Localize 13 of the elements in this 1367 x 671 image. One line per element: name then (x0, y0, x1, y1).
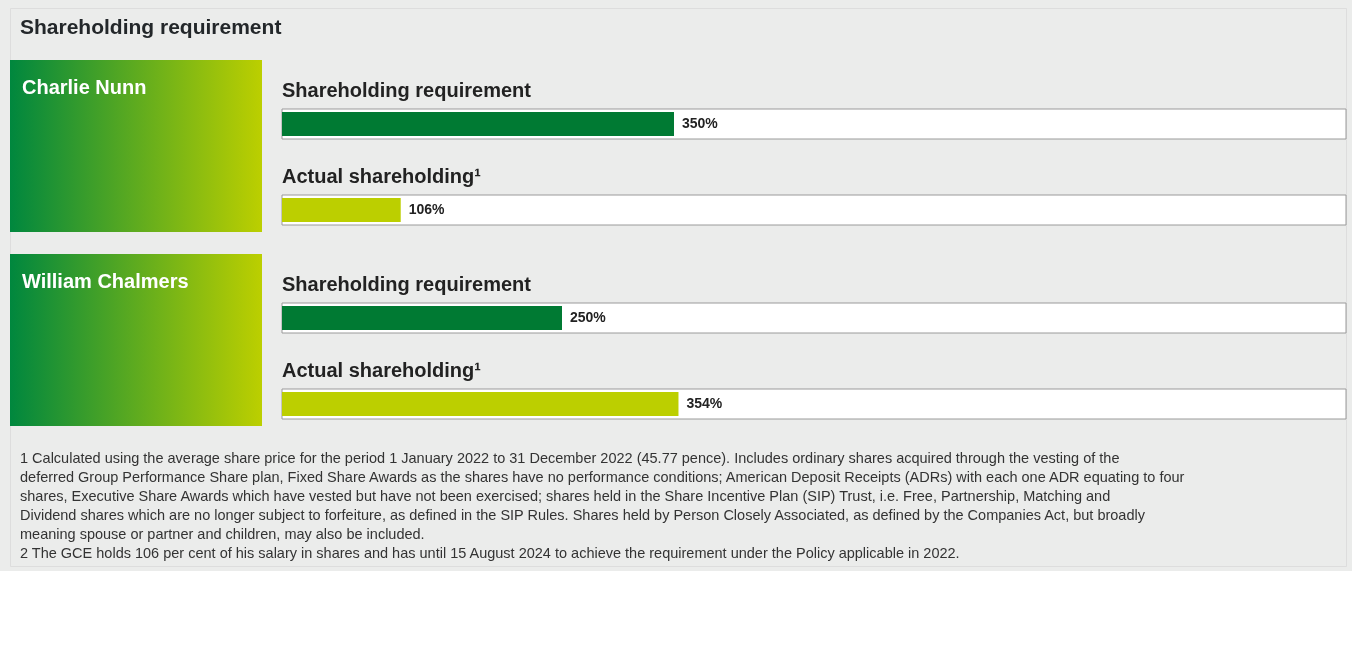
text: Shareholding requirement (282, 273, 531, 295)
data-label: 350% (682, 115, 719, 131)
data-label: 250% (570, 309, 607, 325)
annotation: 1 Calculated using the average share price for the period 1 January 2022 to 31 December 2022 (45.77 pence). Includes ordinary shares acquired through the vesting of the deferred Group Performance Share plan, Fixed Share Awards as the shares have no performance conditions; American Deposit Receipts (ADRs) with each one ADR equating to four shares, Executive Share Awards which have vested but have not been exercised; shares held in the Share Incentive Plan (SIP) Trust, i.e. Free, Partnership, Matching and Dividend shares which are no longer subject to forfeiture, as defined in the SIP Rules. Shares held by Person Closely Associated, as defined by the Companies Act, but broadly meaning spouse or partner and children, may also be included. (20, 450, 1185, 542)
series-label: Shareholding requirement (282, 79, 532, 101)
y-tick-label: Charlie Nunn (22, 76, 147, 98)
text: Actual shareholding¹ (282, 359, 481, 381)
y-tick-label: William Chalmers (22, 270, 189, 292)
data-label: 106% (408, 201, 446, 217)
series-label: Actual shareholding¹ (282, 165, 482, 187)
annotation: 2 The GCE holds 106 per cent of his salary in shares and has until 15 August 2024 to achieve the requirement under the Policy applicable in 2022. (20, 545, 960, 561)
chart-title: Shareholding requirement (20, 15, 282, 38)
data-label: 354% (686, 395, 723, 411)
